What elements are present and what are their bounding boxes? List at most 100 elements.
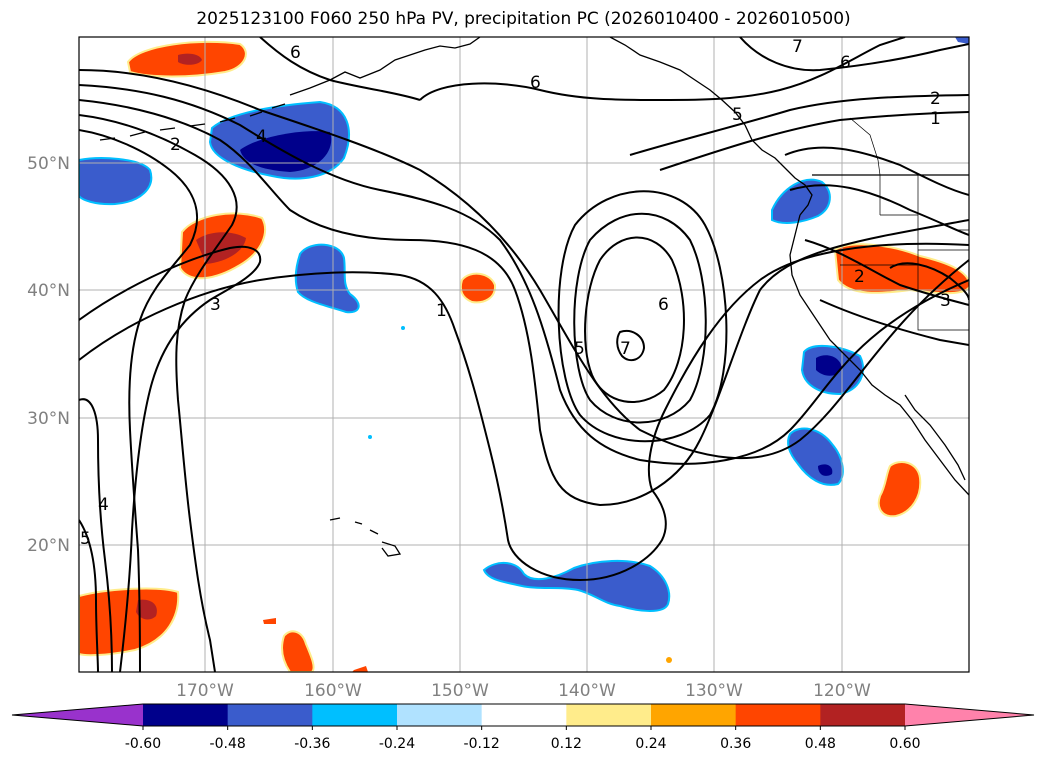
chart-title: 2025123100 F060 250 hPa PV, precipitatio… — [196, 9, 851, 29]
longitude-labels: 170°W 160°W 150°W 140°W 130°W 120°W — [176, 681, 871, 701]
pv-contours — [79, 37, 969, 672]
precip-negative-region — [294, 243, 360, 314]
colorbar: -0.60 -0.48 -0.36 -0.24 -0.12 0.12 0.24 0.36 0.4… — [11, 703, 1035, 752]
contour-label: 4 — [256, 127, 267, 147]
lat-label-20n: 20°N — [27, 536, 70, 556]
pv-contour — [557, 190, 728, 443]
precip-negative-region — [771, 178, 831, 224]
contour-label: 7 — [792, 37, 803, 57]
colorbar-bin — [566, 704, 652, 726]
contour-label: 5 — [574, 339, 585, 359]
contour-label: 6 — [840, 53, 851, 73]
contour-label: 3 — [940, 291, 951, 311]
colorbar-label: -0.60 — [125, 736, 161, 752]
pv-contour — [79, 519, 99, 672]
pv-contour — [889, 262, 969, 301]
precip-positive-region — [281, 630, 315, 672]
lon-label-140w: 140°W — [558, 681, 616, 701]
us-west-coastline — [789, 214, 969, 496]
precip-positive-core — [136, 599, 157, 620]
precip-positive-core — [196, 232, 246, 264]
colorbar-label: -0.12 — [464, 736, 500, 752]
contour-label: 6 — [530, 73, 541, 93]
bc-coastline — [744, 124, 813, 216]
precip-negative-region — [79, 157, 153, 206]
pv-contour — [584, 236, 685, 403]
precip-positive-core — [178, 53, 202, 65]
precip-positive-region — [352, 666, 368, 672]
baja-coastline — [904, 394, 966, 481]
state-borders — [840, 117, 969, 331]
lon-label-150w: 150°W — [431, 681, 489, 701]
precip-negative-region — [401, 326, 405, 330]
hawaii-islands — [329, 517, 402, 557]
precip-negative-region — [787, 427, 844, 486]
colorbar-bin — [227, 704, 313, 726]
pv-contour — [789, 184, 969, 236]
pv-contour — [79, 99, 969, 507]
colorbar-label: 0.12 — [551, 736, 582, 752]
pv-contour — [739, 37, 969, 72]
pv-contour — [79, 398, 113, 672]
colorbar-bin — [481, 704, 567, 726]
pv-contour — [79, 242, 969, 582]
pv-contour — [419, 37, 906, 101]
contour-label: 2 — [930, 89, 941, 109]
lat-label-50n: 50°N — [27, 154, 70, 174]
precip-positive-region — [459, 272, 497, 304]
contour-label: 5 — [732, 105, 743, 125]
contour-label: 6 — [290, 43, 301, 63]
pv-contour — [616, 330, 646, 362]
pv-contour-labels: 6 7 6 2 1 4 2 5 6 3 1 5 6 7 2 3 4 5 — [80, 37, 951, 549]
colorbar-extend-low — [12, 704, 143, 726]
latitude-labels: 50°N 40°N 30°N 20°N — [27, 154, 70, 556]
contour-label: 2 — [170, 135, 181, 155]
colorbar-label: 0.48 — [805, 736, 836, 752]
colorbar-bin — [397, 704, 483, 726]
pv-contour — [79, 129, 199, 672]
precip-negative-core — [818, 464, 833, 476]
pv-contour — [573, 212, 707, 424]
colorbar-bin — [651, 704, 737, 726]
colorbar-label: -0.36 — [294, 736, 330, 752]
precip-positive-region — [666, 657, 672, 663]
colorbar-extend-high — [905, 704, 1034, 726]
pv-contour — [629, 94, 969, 156]
lon-label-130w: 130°W — [685, 681, 743, 701]
precip-negative-core — [816, 355, 842, 376]
pv-contour — [659, 111, 969, 171]
contour-label: 4 — [98, 495, 109, 515]
contour-label: 6 — [658, 295, 669, 315]
lon-label-120w: 120°W — [813, 681, 871, 701]
map-frame — [78, 36, 970, 673]
precipitation-field-layer — [79, 37, 969, 672]
lat-label-30n: 30°N — [27, 409, 70, 429]
pv-contour — [79, 245, 262, 672]
precip-positive-region — [833, 243, 969, 295]
precip-negative-region — [482, 559, 671, 612]
contour-label: 2 — [854, 267, 865, 287]
colorbar-label: -0.48 — [210, 736, 246, 752]
colorbar-label: -0.24 — [379, 736, 415, 752]
contour-label: 7 — [620, 339, 631, 359]
contour-label: 1 — [436, 301, 447, 321]
lon-label-160w: 160°W — [304, 681, 362, 701]
pv-contour — [79, 114, 238, 672]
precip-positive-region — [877, 461, 922, 518]
colorbar-bin — [735, 704, 821, 726]
colorbar-bin — [820, 704, 906, 726]
pv-contour — [819, 299, 969, 346]
pv-contour — [804, 239, 969, 306]
pv-contour — [79, 69, 969, 460]
colorbar-label: 0.60 — [889, 736, 920, 752]
alaska-coastline — [609, 37, 746, 126]
pv-contour — [79, 84, 969, 465]
colorbar-bin — [312, 704, 398, 726]
colorbar-label: 0.24 — [635, 736, 666, 752]
pv-contour — [259, 37, 421, 101]
precip-positive-region — [263, 618, 276, 624]
contour-label: 3 — [210, 295, 221, 315]
contour-label: 1 — [930, 109, 941, 129]
precip-negative-region — [368, 435, 372, 439]
contour-label: 5 — [80, 529, 91, 549]
